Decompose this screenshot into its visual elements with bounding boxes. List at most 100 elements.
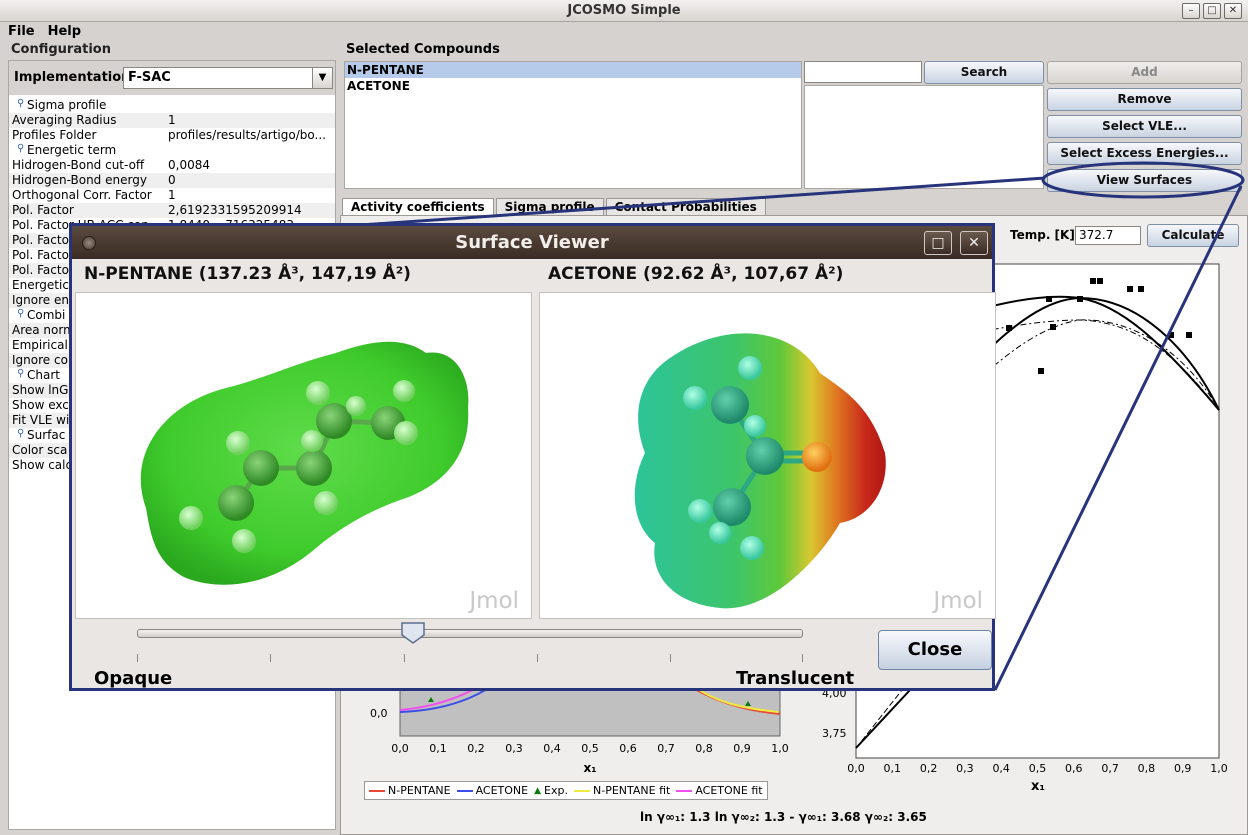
property-row[interactable]: Hidrogen-Bond energy 0: [9, 173, 335, 188]
remove-button[interactable]: Remove: [1047, 88, 1242, 111]
property-row[interactable]: Orthogonal Corr. Factor 1: [9, 188, 335, 203]
menu-help[interactable]: Help: [47, 24, 82, 39]
property-name: Profiles Folder: [12, 128, 97, 142]
pin-icon: ⚲: [17, 98, 25, 109]
compound-item-acetone[interactable]: ACETONE: [347, 79, 410, 93]
search-results-list[interactable]: [804, 85, 1044, 189]
property-name: Orthogonal Corr. Factor: [12, 188, 152, 202]
transparency-slider[interactable]: [137, 629, 803, 638]
property-value: 1: [168, 188, 176, 202]
property-category[interactable]: ⚲ Energetic term: [9, 143, 335, 158]
tab-activity-coefficients[interactable]: Activity coefficients: [342, 198, 494, 216]
add-button[interactable]: Add: [1047, 61, 1242, 84]
close-button[interactable]: Close: [878, 630, 992, 670]
status-separator: -: [789, 810, 795, 824]
property-name: Area norm: [12, 323, 75, 337]
legend-entry: ACETONE fit: [676, 784, 763, 797]
property-row[interactable]: Pol. Factor 2,6192331595209914: [9, 203, 335, 218]
x-tick-label: 0,6: [1065, 762, 1083, 775]
x-tick-label: 0,0: [391, 742, 409, 755]
x-tick-label: 0,3: [505, 742, 523, 755]
property-name: Pol. Facto: [12, 233, 69, 247]
property-row[interactable]: Averaging Radius 1: [9, 113, 335, 128]
status-gb1-label: γ∞₁:: [798, 810, 827, 824]
slider-tick: [537, 654, 538, 662]
property-name: Ignore en: [12, 293, 69, 307]
property-name: Pol. Facto: [12, 248, 69, 262]
pin-icon: ⚲: [17, 428, 25, 439]
menu-file[interactable]: File: [8, 24, 35, 39]
activity-coefficient-chart: 0,0 0,0 0,1 0,2 0,3 0,4 0,5 0,6 0,7 0,8 0,9 1,0 x₁: [370, 680, 789, 775]
property-row[interactable]: Show exc: [9, 398, 335, 413]
property-row[interactable]: Show calc: [9, 458, 335, 473]
property-row[interactable]: Pol. Facto: [9, 248, 335, 263]
property-category-label: Energetic term: [27, 143, 117, 157]
jmol-watermark: Jmol: [469, 588, 519, 614]
close-icon[interactable]: ✕: [960, 231, 988, 255]
property-category[interactable]: ⚲ Surfac: [9, 428, 335, 443]
legend-marker: [369, 789, 385, 792]
window-menu-icon[interactable]: [82, 236, 96, 250]
property-row[interactable]: Empirical: [9, 338, 335, 353]
legend-label: N-PENTANE fit: [593, 784, 671, 797]
property-row[interactable]: Hidrogen-Bond cut-off 0,0084: [9, 158, 335, 173]
property-row[interactable]: Profiles Folder profiles/results/artigo/b…: [9, 128, 335, 143]
legend-entry: ▲ Exp.: [534, 784, 568, 797]
tab-bar: Activity coefficients Sigma profile Cont…: [342, 198, 768, 216]
n-pentane-surface-view[interactable]: Jmol: [75, 292, 532, 619]
search-input[interactable]: [804, 61, 922, 83]
x-tick-label: 0,3: [956, 762, 974, 775]
maximize-icon[interactable]: □: [924, 231, 952, 255]
close-icon[interactable]: ✕: [1224, 3, 1242, 19]
select-excess-energies-button[interactable]: Select Excess Energies...: [1047, 142, 1242, 165]
compound-item-n-pentane[interactable]: N-PENTANE: [345, 62, 801, 78]
left-chart-xlabel: x₁: [584, 761, 597, 775]
legend-marker: [574, 789, 590, 792]
right-chart-xlabel: x₁: [1031, 779, 1045, 794]
tab-sigma-profile[interactable]: Sigma profile: [495, 198, 604, 216]
surface-viewer-title-bar: Surface Viewer □ ✕: [72, 226, 992, 259]
property-name: Show exc: [12, 398, 69, 412]
x-tick-label: 0,9: [1174, 762, 1192, 775]
surface-viewer-title: Surface Viewer: [455, 232, 609, 253]
property-category[interactable]: ⚲ Chart: [9, 368, 335, 383]
slider-tick: [670, 654, 671, 662]
property-value: 1: [168, 113, 176, 127]
acetone-surface-view[interactable]: Jmol: [539, 292, 996, 619]
minimize-icon[interactable]: –: [1182, 3, 1200, 19]
implementation-value: F-SAC: [128, 70, 171, 85]
implementation-label: Implementation: [14, 70, 131, 85]
x-tick-label: 0,0: [847, 762, 865, 775]
tab-contact-probabilities[interactable]: Contact Probabilities: [605, 198, 766, 216]
status-g1-label: ln γ∞₁:: [640, 810, 686, 824]
slider-thumb[interactable]: [400, 621, 426, 645]
status-g1-value: 1.3: [689, 810, 711, 824]
legend-marker: ▲: [534, 785, 542, 796]
property-category[interactable]: ⚲ Combi: [9, 308, 335, 323]
translucent-label: Translucent: [736, 668, 855, 689]
select-vle-button[interactable]: Select VLE...: [1047, 115, 1242, 138]
status-gb2-value: 3.65: [897, 810, 927, 824]
search-button[interactable]: Search: [924, 61, 1044, 84]
legend-label: N-PENTANE: [388, 784, 451, 797]
n-pentane-title: N-PENTANE (137.23 Å³, 147,19 Å²): [84, 264, 411, 284]
x-tick-label: 0,7: [657, 742, 675, 755]
property-row[interactable]: Energetic: [9, 278, 335, 293]
property-category-label: Surfac: [27, 428, 66, 442]
temperature-input[interactable]: 372.7: [1075, 226, 1141, 245]
property-category[interactable]: ⚲ Sigma profile: [9, 98, 335, 113]
property-value: 0: [168, 173, 176, 187]
maximize-icon[interactable]: □: [1203, 3, 1221, 19]
slider-tick: [802, 654, 803, 662]
chevron-down-icon[interactable]: ▼: [312, 68, 332, 88]
compound-list[interactable]: N-PENTANE ACETONE: [344, 61, 802, 189]
implementation-select[interactable]: F-SAC ▼: [123, 67, 333, 89]
property-name: Hidrogen-Bond cut-off: [12, 158, 145, 172]
property-value: 0,0084: [168, 158, 210, 172]
property-value: 2,6192331595209914: [168, 203, 302, 217]
calculate-button[interactable]: Calculate: [1147, 224, 1239, 247]
property-value: profiles/results/artigo/bo...: [168, 128, 326, 142]
property-name: Pol. Factor: [12, 203, 74, 217]
surface-viewer-dialog: Surface Viewer □ ✕ N-PENTANE (137.23 Å³,…: [69, 223, 996, 691]
view-surfaces-button[interactable]: View Surfaces: [1047, 169, 1242, 192]
